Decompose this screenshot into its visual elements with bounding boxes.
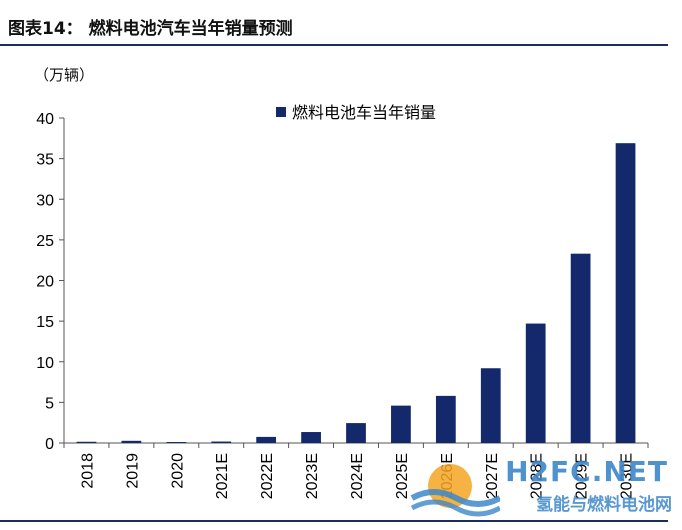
bar-2024E — [346, 423, 366, 443]
title-bar: 图表14： 燃料电池汽车当年销量预测 — [0, 0, 682, 46]
y-tick-label: 10 — [36, 355, 54, 372]
bar-2028E — [525, 323, 546, 443]
legend-label: 燃料电池车当年销量 — [292, 103, 436, 122]
x-tick-label: 2025E — [394, 453, 411, 499]
bar-2025E — [391, 405, 411, 443]
y-tick-label: 20 — [36, 274, 54, 291]
bar-2020 — [166, 442, 187, 443]
bar-2019 — [121, 440, 142, 443]
x-tick-label: 2018 — [79, 453, 96, 489]
x-tick-label: 2022E — [259, 453, 276, 499]
bar-2018 — [76, 441, 97, 443]
x-tick-label: 2027E — [484, 453, 501, 499]
x-tick-label: 2024E — [349, 453, 366, 499]
bottom-divider — [0, 520, 668, 522]
legend-swatch — [276, 107, 286, 117]
watermark-brand: H2FC.NET — [505, 455, 668, 488]
bar-2021E — [211, 441, 232, 443]
x-tick-label: 2019 — [124, 453, 141, 489]
x-tick-label: 2028E — [529, 453, 546, 499]
watermark-cn-text: 氢能与燃料电池网 — [536, 495, 672, 515]
bar-2027E — [480, 368, 501, 443]
watermark-logo-icon — [410, 464, 500, 517]
unit-label: （万辆） — [34, 66, 95, 84]
x-tick-label: 2023E — [304, 453, 321, 499]
title-divider — [0, 44, 668, 46]
y-tick-label: 25 — [36, 233, 54, 250]
bar-2026E — [435, 395, 456, 443]
y-tick-label: 5 — [45, 395, 54, 412]
bar-2022E — [256, 436, 277, 443]
y-tick-label: 0 — [45, 436, 54, 453]
bar-chart: 0 5 10 15 20 25 30 35 40 2018 2019 2020 2021E 2022E 20… — [36, 103, 649, 499]
chart-title: 图表14： 燃料电池汽车当年销量预测 — [8, 19, 293, 39]
bar-2023E — [301, 432, 321, 443]
y-tick-label: 40 — [36, 111, 54, 128]
y-tick-label: 30 — [36, 192, 54, 209]
x-tick-label: 2029E — [574, 453, 591, 499]
y-tick-label: 15 — [36, 314, 54, 331]
x-tick-label: 2021E — [214, 453, 231, 499]
y-tick-label: 35 — [36, 152, 54, 169]
x-tick-label: 2030E — [619, 453, 636, 499]
x-tick-label: 2020 — [169, 453, 186, 489]
bar-2030E — [615, 143, 636, 443]
bar-2029E — [570, 253, 591, 443]
